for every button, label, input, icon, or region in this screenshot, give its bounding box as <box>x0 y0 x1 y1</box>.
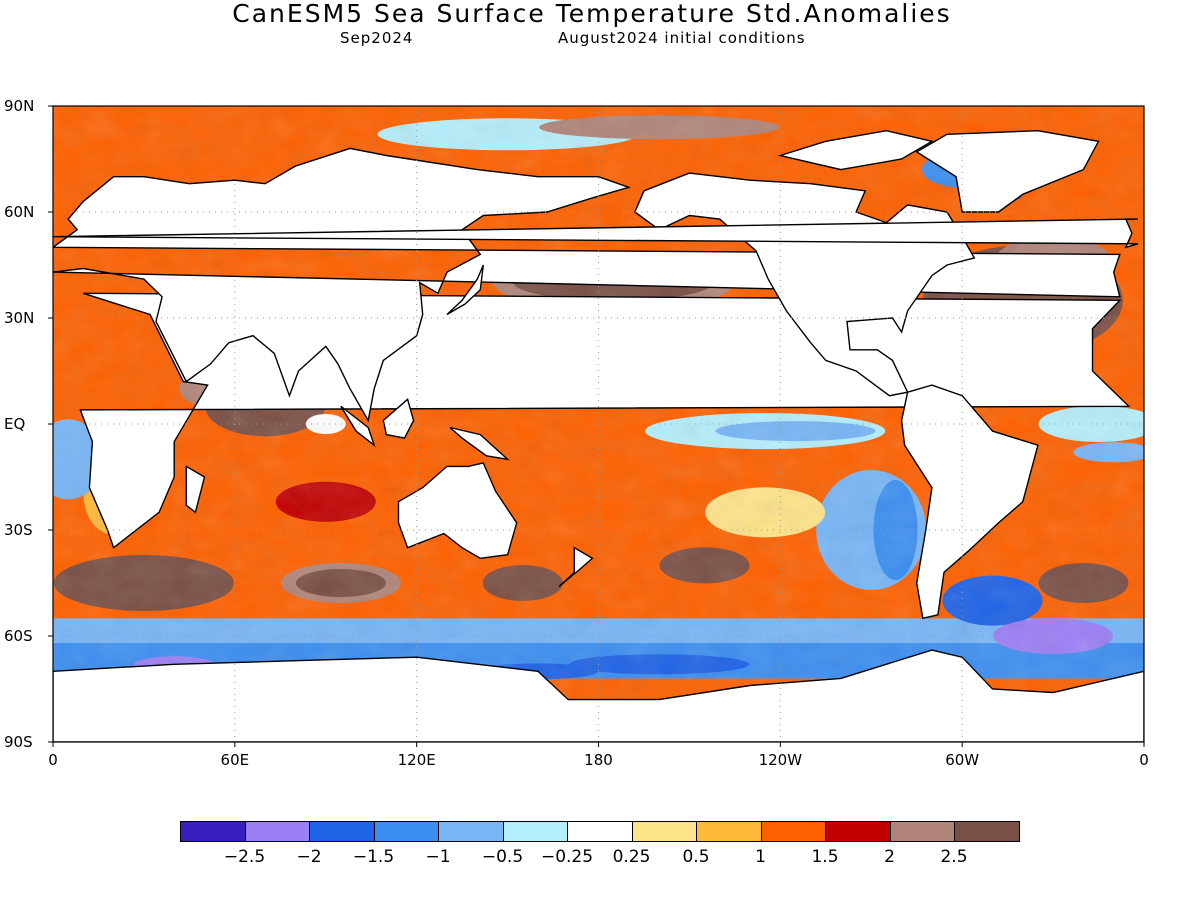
colorbar-label: 0.5 <box>682 847 710 867</box>
land-antarctica <box>53 649 1144 742</box>
colorbar-label: 2 <box>884 847 895 867</box>
colorbar-swatch <box>567 821 633 842</box>
colorbar-swatch <box>244 821 310 842</box>
land-sumatra <box>340 405 376 448</box>
colorbar-swatch <box>631 821 697 842</box>
land-japan <box>446 264 484 316</box>
subtitle-month: Sep2024 <box>340 29 414 47</box>
colorbar-swatch <box>502 821 568 842</box>
colorbar-label: −2.5 <box>223 847 266 867</box>
colorbar-swatch <box>373 821 439 842</box>
land-borneo <box>382 398 415 439</box>
lon-label: 0 <box>1139 751 1149 769</box>
colorbar-label: −2 <box>296 847 322 867</box>
lon-label: 0 <box>48 751 58 769</box>
lat-label: 90N <box>4 97 35 115</box>
land-arctic-islands <box>777 129 934 171</box>
lon-label: 60W <box>945 751 980 769</box>
land-new-guinea <box>449 426 510 461</box>
colorbar-swatch <box>438 821 504 842</box>
colorbar-swatch <box>760 821 826 842</box>
colorbar-label: −0.25 <box>540 847 594 867</box>
colorbar-label: −1 <box>425 847 451 867</box>
colorbar-swatch <box>825 821 891 842</box>
lat-label: 30N <box>4 309 35 327</box>
colorbar-label: 2.5 <box>940 847 968 867</box>
colorbar-label: 0.25 <box>612 847 651 867</box>
land-australia <box>397 462 518 560</box>
lat-label: 60S <box>4 627 33 645</box>
colorbar-swatch <box>180 821 246 842</box>
lon-label: 120W <box>758 751 803 769</box>
lon-label: 180 <box>584 751 613 769</box>
ocean-field <box>53 106 1144 742</box>
lat-label: 60N <box>4 203 35 221</box>
land-south-america <box>900 384 1039 620</box>
colorbar-swatch <box>889 821 955 842</box>
map-title: CanESM5 Sea Surface Temperature Std.Anom… <box>232 0 952 28</box>
land-uk <box>53 218 1139 249</box>
lon-label: 120E <box>397 751 436 769</box>
colorbar-label: −1.5 <box>352 847 395 867</box>
colorbar-swatch <box>954 821 1020 842</box>
subtitle-initial-conditions: August2024 initial conditions <box>558 29 806 47</box>
land-eurasia <box>53 147 1121 423</box>
land-new-zealand <box>558 546 594 588</box>
lon-label: 60E <box>220 751 250 769</box>
lat-label: 90S <box>4 733 33 751</box>
land-greenland <box>915 129 1100 213</box>
colorbar-label: −0.5 <box>481 847 524 867</box>
land-madagascar <box>185 465 206 514</box>
lat-label: EQ <box>4 415 26 433</box>
lat-label: 30S <box>4 521 33 539</box>
colorbar-swatch <box>309 821 375 842</box>
colorbar-label: 1.5 <box>811 847 839 867</box>
colorbar-label: 1 <box>755 847 766 867</box>
colorbar-swatch <box>696 821 762 842</box>
